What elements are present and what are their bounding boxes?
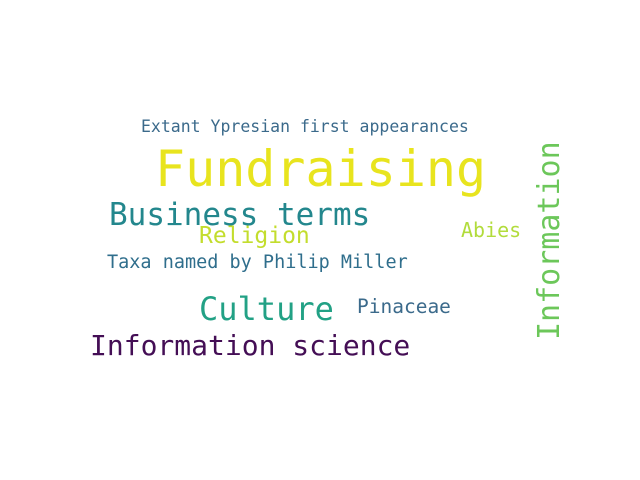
word-abies: Abies [461,218,522,242]
word-information-science: Information science [90,329,411,362]
word-culture: Culture [199,290,334,328]
word-business-terms: Business terms [109,197,371,233]
word-religion: Religion [199,223,310,249]
word-taxa-named-by-philip-miller: Taxa named by Philip Miller [107,252,408,273]
word-fundraising: Fundraising [155,140,487,198]
word-extant-ypresian-first-appearances: Extant Ypresian first appearances [141,117,469,136]
word-information: Information [532,141,567,340]
word-pinaceae: Pinaceae [357,295,451,318]
